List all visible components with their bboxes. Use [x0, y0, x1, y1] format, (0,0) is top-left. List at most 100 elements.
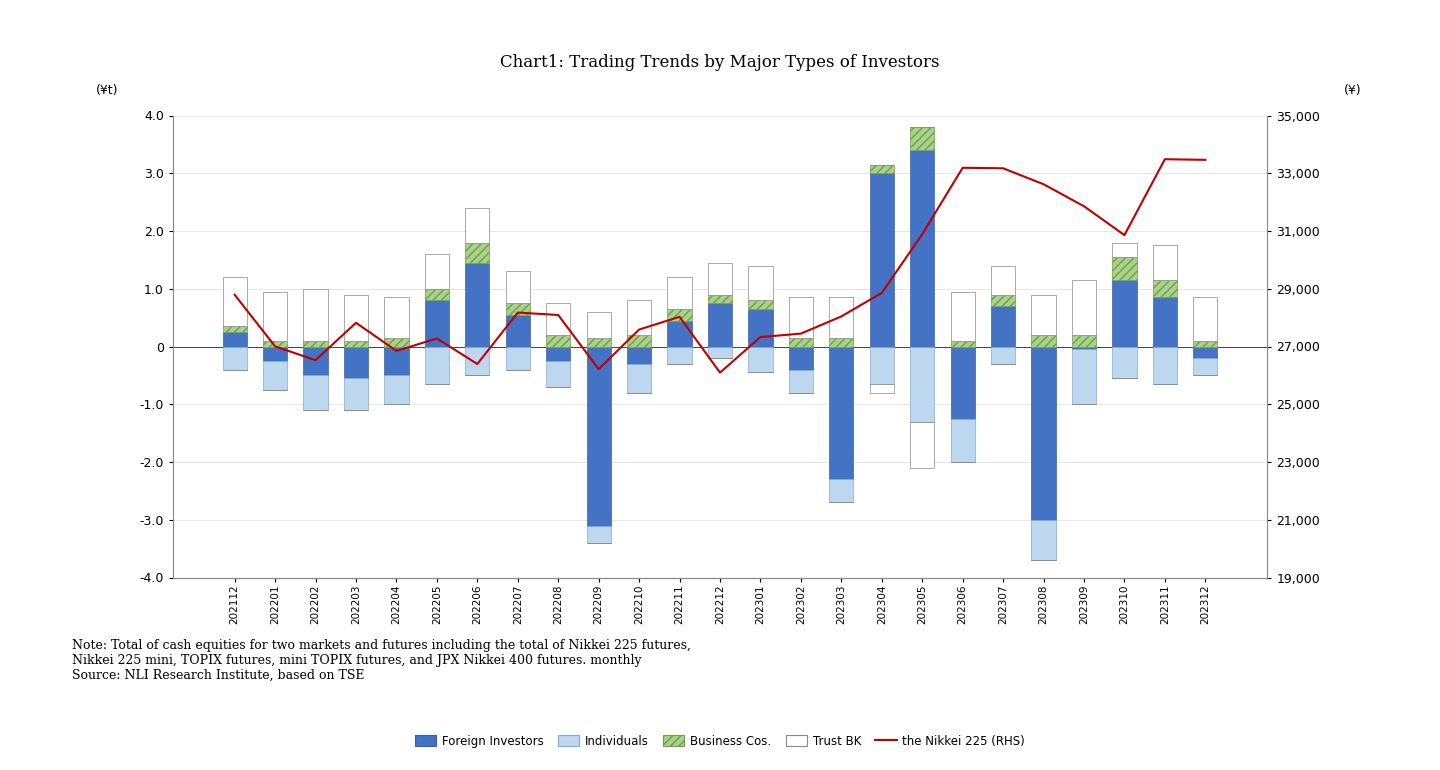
Bar [1112, 280, 1136, 346]
Bar [1194, 358, 1217, 376]
Bar [1112, 243, 1136, 257]
Bar [425, 289, 449, 300]
Bar [789, 338, 814, 346]
Bar [384, 338, 409, 346]
Bar [749, 346, 773, 373]
Text: Note: Total of cash equities for two markets and futures including the total of : Note: Total of cash equities for two mar… [72, 639, 691, 682]
Text: (¥t): (¥t) [96, 84, 118, 97]
Bar [1153, 297, 1176, 346]
Bar [304, 289, 328, 340]
Bar [505, 303, 530, 315]
Bar [546, 361, 570, 387]
Bar [264, 340, 287, 346]
Legend: Foreign Investors, Individuals, Business Cos., Trust BK, the Nikkei 225 (RHS): Foreign Investors, Individuals, Business… [412, 732, 1028, 752]
Bar [425, 300, 449, 346]
Bar [789, 297, 814, 338]
Bar [304, 376, 328, 410]
Bar [344, 378, 369, 410]
Bar [626, 335, 651, 346]
Bar [667, 320, 691, 346]
Bar [384, 297, 409, 338]
Bar [829, 346, 854, 479]
Bar [1153, 346, 1176, 384]
Bar [950, 419, 975, 462]
Bar [910, 422, 935, 467]
Bar [586, 525, 611, 543]
Bar [465, 243, 490, 263]
Bar [384, 376, 409, 404]
Bar [910, 346, 935, 422]
Bar [384, 346, 409, 376]
Bar [1071, 280, 1096, 335]
Bar [708, 346, 732, 358]
Bar [465, 346, 490, 376]
Bar [1153, 246, 1176, 280]
Bar [264, 292, 287, 340]
Bar [1031, 520, 1056, 561]
Bar [708, 303, 732, 346]
Bar [586, 312, 611, 338]
Bar [789, 346, 814, 370]
Bar [1112, 346, 1136, 378]
Bar [910, 127, 935, 150]
Bar [505, 346, 530, 370]
Bar [708, 263, 732, 294]
Bar [1112, 257, 1136, 280]
Bar [829, 338, 854, 346]
Bar [667, 277, 691, 309]
Bar [870, 173, 894, 346]
Bar [829, 479, 854, 502]
Bar [304, 340, 328, 346]
Bar [505, 315, 530, 347]
Bar [667, 346, 691, 364]
Bar [344, 340, 369, 346]
Bar [1153, 280, 1176, 297]
Bar [546, 303, 570, 335]
Bar [1194, 297, 1217, 340]
Bar [789, 370, 814, 393]
Bar [425, 254, 449, 289]
Bar [223, 346, 246, 370]
Bar [829, 297, 854, 338]
Bar [749, 300, 773, 309]
Bar [223, 277, 246, 326]
Bar [546, 335, 570, 346]
Bar [1071, 350, 1096, 404]
Bar [1071, 335, 1096, 346]
Bar [546, 346, 570, 361]
Bar [344, 346, 369, 378]
Bar [586, 338, 611, 346]
Bar [1031, 335, 1056, 346]
Bar [950, 346, 975, 419]
Bar [1194, 340, 1217, 346]
Bar [950, 292, 975, 340]
Bar [344, 295, 369, 340]
Bar [749, 309, 773, 346]
Bar [505, 272, 530, 303]
Bar [1031, 294, 1056, 335]
Bar [870, 346, 894, 384]
Bar [870, 165, 894, 173]
Bar [991, 294, 1015, 306]
Text: Chart1: Trading Trends by Major Types of Investors: Chart1: Trading Trends by Major Types of… [500, 54, 940, 71]
Bar [264, 346, 287, 361]
Bar [950, 340, 975, 346]
Bar [1071, 346, 1096, 350]
Bar [465, 263, 490, 346]
Bar [667, 309, 691, 320]
Bar [1031, 346, 1056, 520]
Bar [910, 150, 935, 346]
Bar [304, 346, 328, 376]
Bar [223, 326, 246, 332]
Bar [626, 364, 651, 393]
Bar [223, 332, 246, 346]
Bar [264, 361, 287, 390]
Bar [870, 384, 894, 393]
Bar [749, 266, 773, 300]
Bar [626, 346, 651, 364]
Bar [708, 294, 732, 303]
Bar [586, 346, 611, 525]
Bar [626, 300, 651, 335]
Bar [425, 346, 449, 384]
Bar [465, 208, 490, 243]
